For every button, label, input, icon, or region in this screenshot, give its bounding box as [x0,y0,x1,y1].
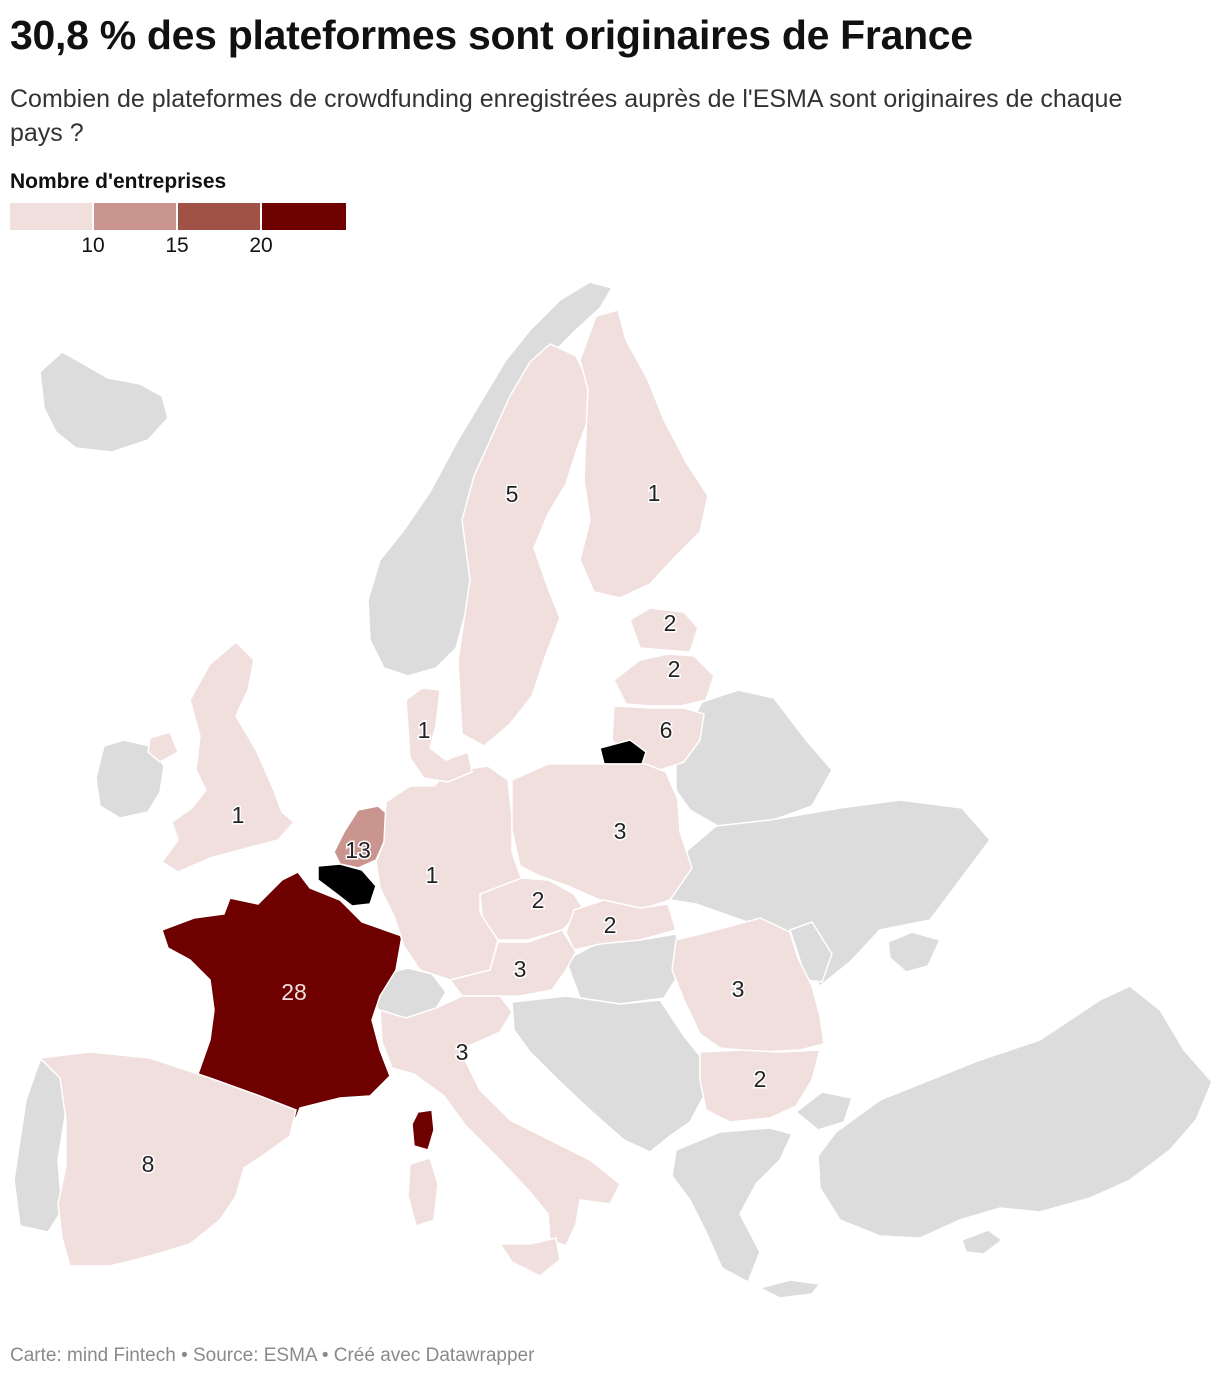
value-label-france: 28 [281,979,307,1005]
country-iceland [39,351,169,453]
country-spain [38,1051,297,1267]
value-label-slovakia: 2 [604,912,617,938]
country-portugal [13,1059,67,1233]
data-countries [38,309,825,1277]
country-romania [671,917,825,1053]
country-ireland [95,739,165,819]
chart-title: 30,8 % des plateformes sont originaires … [10,12,973,58]
country-turkey [817,985,1213,1239]
value-label-spain: 8 [142,1151,155,1177]
legend-swatch-4 [262,203,346,230]
country-estonia [629,607,699,653]
value-label-austria: 3 [514,956,527,982]
value-label-sweden: 5 [506,481,519,507]
country-crete [757,1279,822,1299]
value-label-netherlands: 13 [345,837,371,863]
country-denmark [405,687,473,783]
value-label-lithuania: 6 [660,717,673,743]
country-sardinia [407,1157,439,1227]
color-legend: 10 15 20 [10,203,346,263]
country-kaliningrad [599,739,647,765]
value-label-poland: 3 [614,818,627,844]
country-turkey-europe [794,1091,853,1131]
value-label-denmark: 1 [418,717,431,743]
legend-swatch-1 [10,203,92,230]
value-label-romania: 3 [732,976,745,1002]
country-france [161,871,403,1119]
legend-tick-10: 10 [81,234,105,257]
country-united-kingdom [160,640,296,873]
country-slovakia [565,899,677,951]
country-bulgaria [699,1049,821,1123]
chart-footer: Carte: mind Fintech • Source: ESMA • Cré… [10,1345,535,1366]
country-latvia [613,653,715,707]
value-label-bulgaria: 2 [754,1066,767,1092]
country-sweden [457,343,591,747]
country-poland [511,763,693,911]
country-northern-ireland [147,731,179,763]
country-sicily [498,1237,561,1277]
value-label-estonia: 2 [664,610,677,636]
value-label-united-kingdom: 1 [232,802,245,828]
country-italy [379,995,621,1247]
country-crimea [887,931,942,973]
chart-subtitle: Combien de plateformes de crowdfunding e… [10,85,1123,147]
value-label-latvia: 2 [668,656,681,682]
country-belgium [317,863,377,907]
legend-tick-20: 20 [249,234,273,257]
country-finland [579,309,709,599]
legend-title: Nombre d'entreprises [10,170,227,193]
value-labels: 28 13 8 6 5 3 3 3 3 2 2 2 2 2 1 1 1 1 [140,479,768,1179]
legend-tick-15: 15 [165,234,189,257]
country-belarus [675,689,833,827]
value-label-czechia: 2 [532,887,545,913]
country-greece [671,1127,794,1284]
country-balkans-west [511,995,707,1153]
country-moldova [789,921,833,983]
value-label-germany: 1 [426,862,439,888]
country-corsica [411,1109,435,1151]
country-cyprus [961,1229,1004,1255]
legend-swatch-3 [178,203,260,230]
legend-swatch-2 [94,203,176,230]
europe-map: 28 13 8 6 5 3 3 3 3 2 2 2 2 2 1 1 1 1 [13,281,1213,1299]
value-label-finland: 1 [648,480,661,506]
value-label-italy: 3 [456,1039,469,1065]
country-ukraine [669,799,991,988]
